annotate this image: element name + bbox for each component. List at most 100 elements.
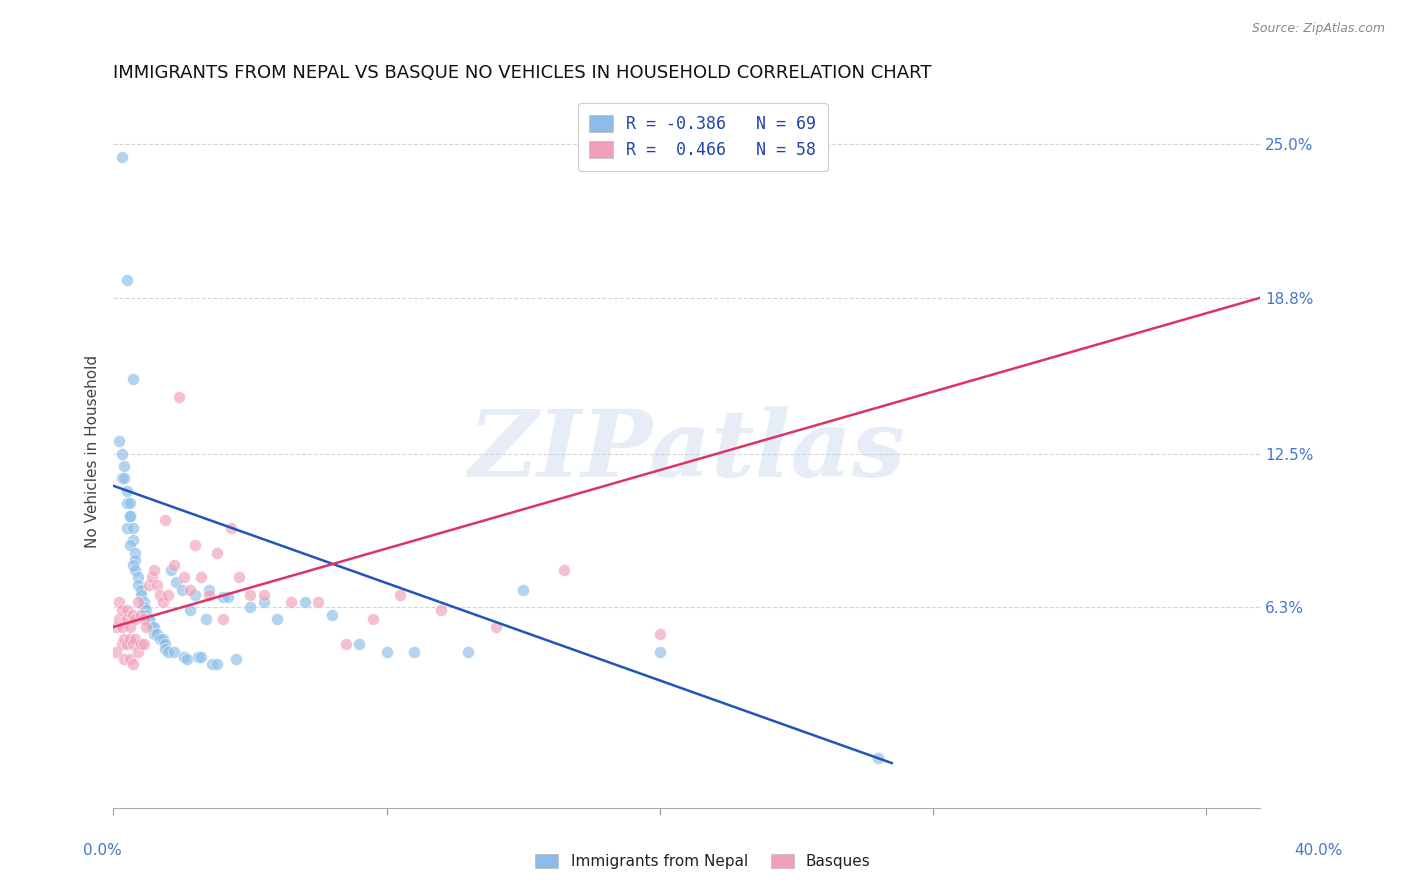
Point: [112, 471, 135, 485]
Point: [111, 150, 134, 164]
Point: [138, 612, 160, 626]
Legend: Immigrants from Nepal, Basques: Immigrants from Nepal, Basques: [529, 848, 877, 875]
Point: [868, 751, 890, 765]
Point: [375, 645, 398, 659]
Point: [115, 521, 138, 535]
Point: [179, 602, 201, 616]
Point: [321, 607, 343, 622]
Point: [294, 595, 316, 609]
Point: [118, 632, 141, 647]
Point: [198, 588, 221, 602]
Point: [121, 521, 143, 535]
Point: [225, 652, 247, 666]
Point: [280, 595, 302, 609]
Point: [389, 588, 412, 602]
Point: [157, 645, 180, 659]
Point: [155, 513, 177, 527]
Point: [124, 563, 146, 577]
Point: [118, 652, 141, 666]
Point: [132, 595, 155, 609]
Point: [157, 588, 180, 602]
Text: 0.0%: 0.0%: [83, 843, 122, 858]
Point: [118, 496, 141, 510]
Text: Source: ZipAtlas.com: Source: ZipAtlas.com: [1251, 22, 1385, 36]
Point: [124, 546, 146, 560]
Point: [127, 570, 149, 584]
Point: [121, 637, 143, 651]
Point: [129, 582, 152, 597]
Point: [127, 645, 149, 659]
Point: [127, 595, 149, 609]
Legend: R = -0.386   N = 69, R =  0.466   N = 58: R = -0.386 N = 69, R = 0.466 N = 58: [578, 103, 828, 171]
Point: [111, 602, 134, 616]
Point: [173, 649, 195, 664]
Text: IMMIGRANTS FROM NEPAL VS BASQUE NO VEHICLES IN HOUSEHOLD CORRELATION CHART: IMMIGRANTS FROM NEPAL VS BASQUE NO VEHIC…: [114, 64, 932, 82]
Point: [211, 591, 233, 605]
Point: [135, 607, 157, 622]
Point: [190, 570, 212, 584]
Text: 40.0%: 40.0%: [1295, 843, 1343, 858]
Point: [135, 602, 157, 616]
Point: [111, 447, 134, 461]
Point: [115, 483, 138, 498]
Point: [648, 627, 671, 641]
Point: [173, 570, 195, 584]
Point: [198, 582, 221, 597]
Point: [239, 588, 262, 602]
Point: [152, 595, 174, 609]
Point: [402, 645, 425, 659]
Point: [105, 620, 128, 634]
Point: [121, 372, 143, 386]
Point: [184, 538, 207, 552]
Point: [195, 612, 218, 626]
Point: [170, 582, 193, 597]
Point: [146, 578, 169, 592]
Point: [118, 620, 141, 634]
Point: [217, 591, 239, 605]
Point: [118, 538, 141, 552]
Point: [121, 607, 143, 622]
Point: [207, 546, 229, 560]
Point: [184, 588, 207, 602]
Point: [146, 627, 169, 641]
Point: [143, 563, 166, 577]
Point: [118, 508, 141, 523]
Point: [143, 620, 166, 634]
Point: [253, 588, 276, 602]
Point: [132, 600, 155, 615]
Point: [112, 458, 135, 473]
Point: [111, 471, 134, 485]
Point: [129, 588, 152, 602]
Point: [108, 595, 131, 609]
Point: [512, 582, 534, 597]
Point: [187, 649, 209, 664]
Point: [228, 570, 250, 584]
Point: [121, 657, 143, 671]
Point: [115, 637, 138, 651]
Point: [141, 570, 163, 584]
Point: [121, 533, 143, 548]
Point: [167, 390, 190, 404]
Point: [105, 645, 128, 659]
Point: [239, 600, 262, 615]
Point: [430, 602, 453, 616]
Point: [211, 612, 233, 626]
Point: [253, 595, 276, 609]
Point: [155, 637, 177, 651]
Point: [201, 657, 224, 671]
Point: [108, 434, 131, 449]
Point: [129, 607, 152, 622]
Point: [162, 645, 184, 659]
Point: [115, 496, 138, 510]
Point: [111, 637, 134, 651]
Point: [115, 602, 138, 616]
Point: [108, 612, 131, 626]
Point: [219, 521, 242, 535]
Point: [207, 657, 229, 671]
Point: [141, 620, 163, 634]
Point: [162, 558, 184, 572]
Point: [121, 558, 143, 572]
Point: [160, 563, 183, 577]
Point: [361, 612, 384, 626]
Point: [135, 620, 157, 634]
